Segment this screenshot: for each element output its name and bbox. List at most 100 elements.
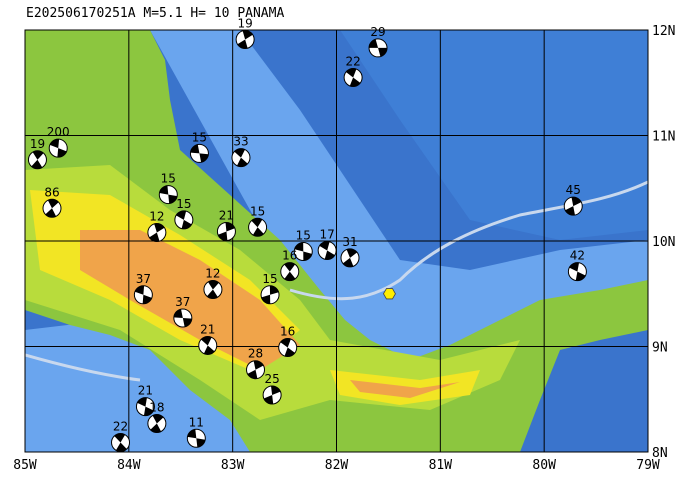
y-tick-label: 11N (652, 130, 675, 145)
focal-mechanism (189, 143, 209, 163)
focal-mechanism (158, 185, 178, 205)
depth-label: 25 (264, 372, 279, 386)
compressional-quadrant (565, 197, 582, 216)
focal-mechanism (248, 217, 268, 237)
compressional-quadrant (345, 68, 361, 87)
compressional-quadrant (150, 414, 164, 433)
compressional-quadrant (218, 222, 235, 241)
focal-mechanism (317, 240, 337, 260)
compressional-quadrant (319, 241, 335, 260)
compressional-quadrant (251, 218, 264, 237)
depth-label: 45 (566, 183, 581, 197)
depth-label: 15 (161, 172, 176, 186)
compressional-quadrant (45, 199, 59, 218)
compressional-quadrant (137, 397, 154, 416)
depth-label: 22 (113, 420, 128, 434)
x-tick-label: 79W (636, 458, 660, 473)
compressional-quadrant (176, 210, 192, 229)
depth-label: 15 (192, 130, 207, 144)
x-tick-label: 85W (13, 458, 37, 473)
beachball (280, 262, 300, 282)
focal-mechanism (111, 433, 131, 453)
focal-mechanism (42, 198, 62, 218)
depth-label: 16 (282, 249, 297, 263)
depth-label: 42 (570, 249, 585, 263)
compressional-quadrant (114, 433, 127, 452)
focal-mechanism (216, 222, 236, 242)
y-tick-label: 8N (652, 446, 668, 461)
focal-mechanism (563, 196, 583, 216)
focal-mechanism (567, 262, 587, 282)
depth-label: 29 (370, 25, 385, 39)
depth-label: 19 (237, 16, 252, 30)
focal-mechanism (135, 397, 155, 417)
depth-label: 22 (345, 54, 360, 68)
depth-label: 28 (248, 347, 263, 361)
compressional-quadrant (280, 338, 295, 357)
depth-label: 15 (296, 229, 311, 243)
depth-label: 21 (138, 384, 153, 398)
compressional-quadrant (159, 185, 178, 204)
compressional-quadrant (49, 139, 67, 158)
x-tick-label: 82W (325, 458, 349, 473)
depth-label: 11 (189, 415, 204, 429)
compressional-quadrant (294, 242, 312, 261)
depth-label: 16 (280, 325, 295, 339)
y-tick-label: 10N (652, 235, 675, 250)
compressional-quadrant (173, 309, 192, 327)
depth-label: 15 (176, 197, 191, 211)
focal-mechanism (260, 285, 280, 305)
focal-mechanism (147, 414, 167, 434)
depth-label: 33 (233, 135, 248, 149)
focal-mechanism (293, 242, 313, 262)
beachball (248, 217, 268, 237)
compressional-quadrant (149, 223, 165, 242)
focal-mechanism (147, 223, 167, 243)
compressional-quadrant (134, 285, 152, 304)
depth-label: 31 (342, 235, 357, 249)
compressional-quadrant (342, 248, 358, 267)
x-tick-label: 80W (532, 458, 556, 473)
compressional-quadrant (247, 360, 264, 379)
x-tick-label: 81W (429, 458, 453, 473)
depth-label: 12 (205, 267, 220, 281)
depth-label: 19 (30, 137, 45, 151)
compressional-quadrant (261, 285, 279, 304)
focal-mechanism (246, 360, 266, 380)
depth-label: 12 (149, 210, 164, 224)
depth-label: 200 (47, 125, 70, 139)
focal-mechanism (340, 248, 360, 268)
compressional-quadrant (237, 30, 253, 49)
focal-mechanism (198, 335, 218, 355)
x-tick-label: 83W (221, 458, 245, 473)
focal-mechanism (235, 29, 255, 49)
focal-mechanism (368, 38, 388, 58)
x-tick-label: 84W (117, 458, 141, 473)
depth-label: 21 (200, 322, 215, 336)
focal-mechanism (262, 385, 282, 405)
depth-label: 17 (320, 227, 335, 241)
focal-mechanism (203, 280, 223, 300)
focal-mechanism (133, 285, 153, 305)
depth-label: 15 (250, 204, 265, 218)
focal-mechanism (186, 428, 206, 448)
compressional-quadrant (263, 386, 281, 405)
compressional-quadrant (200, 336, 215, 355)
compressional-quadrant (31, 150, 44, 169)
compressional-quadrant (187, 429, 206, 448)
focal-mechanism (343, 67, 363, 87)
focal-mechanism (278, 338, 298, 358)
compressional-quadrant (569, 262, 586, 281)
focal-mechanism (27, 150, 47, 170)
map-frame (24, 29, 649, 453)
map-title: E202506170251A M=5.1 H= 10 PANAMA (26, 6, 284, 21)
depth-label: 21 (219, 209, 234, 223)
depth-label: 86 (44, 185, 59, 199)
focal-mechanism (280, 262, 300, 282)
compressional-quadrant (234, 148, 248, 167)
compressional-quadrant (190, 144, 209, 163)
compressional-quadrant (284, 262, 296, 281)
focal-mechanism (231, 148, 251, 168)
